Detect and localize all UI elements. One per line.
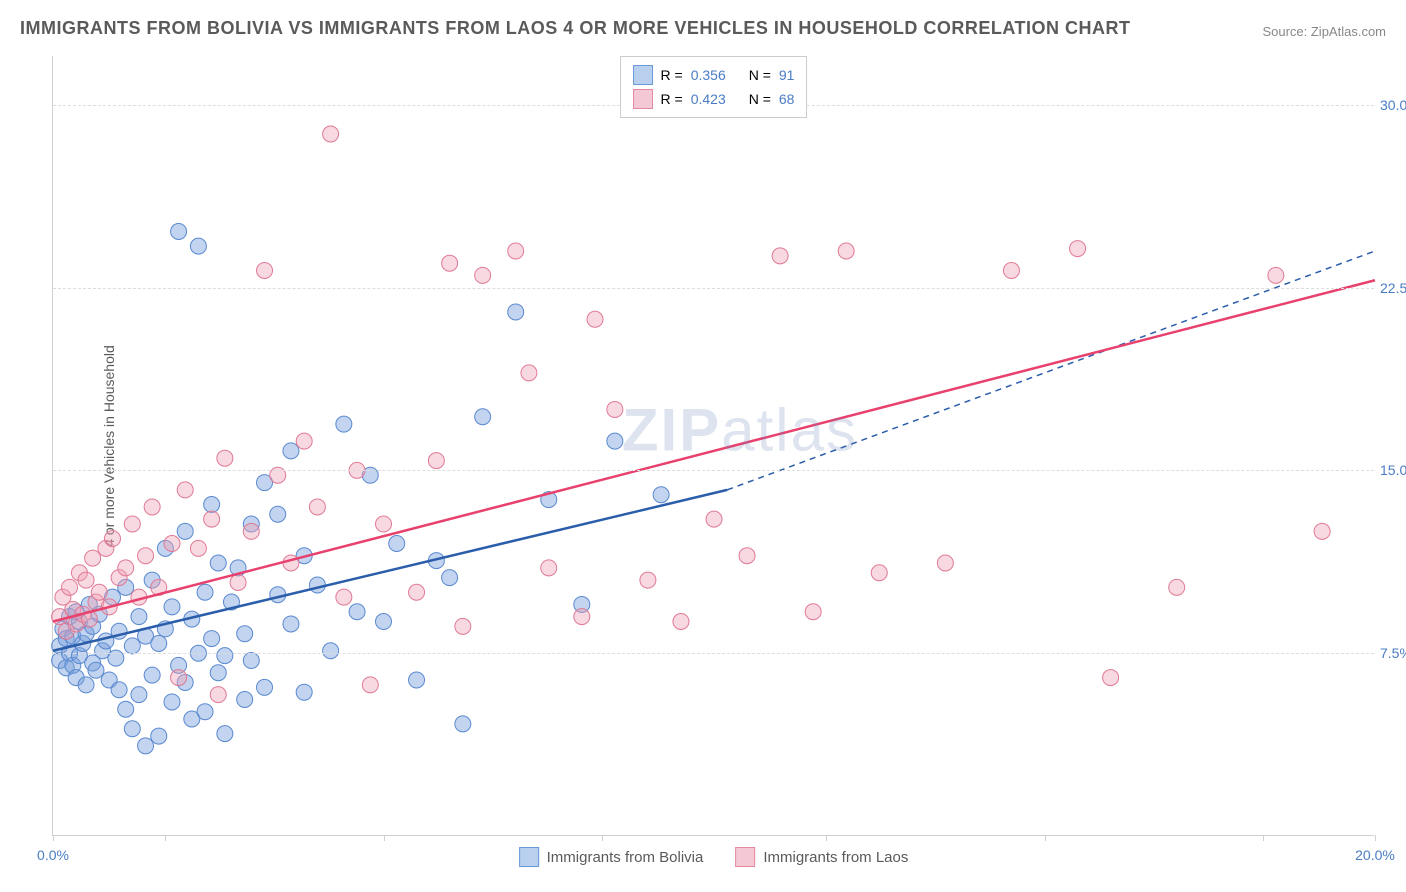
y-tick-label: 7.5% <box>1380 645 1406 661</box>
swatch-laos-bottom <box>735 847 755 867</box>
correlation-legend: R = 0.356 N = 91 R = 0.423 N = 68 <box>620 56 808 118</box>
legend-item-bolivia: Immigrants from Bolivia <box>519 847 704 867</box>
legend-item-laos: Immigrants from Laos <box>735 847 908 867</box>
x-tick-label: 20.0% <box>1355 847 1395 863</box>
regression-layer <box>53 56 1374 835</box>
swatch-bolivia <box>633 65 653 85</box>
legend-row-laos: R = 0.423 N = 68 <box>633 87 795 111</box>
n-value-laos: 68 <box>779 91 795 107</box>
n-label: N = <box>749 91 771 107</box>
r-label: R = <box>661 91 683 107</box>
source-label: Source: ZipAtlas.com <box>1262 24 1386 39</box>
r-value-bolivia: 0.356 <box>691 67 741 83</box>
series-name-bolivia: Immigrants from Bolivia <box>547 849 704 866</box>
y-tick-label: 15.0% <box>1380 462 1406 478</box>
legend-row-bolivia: R = 0.356 N = 91 <box>633 63 795 87</box>
r-value-laos: 0.423 <box>691 91 741 107</box>
swatch-laos <box>633 89 653 109</box>
series-name-laos: Immigrants from Laos <box>763 849 908 866</box>
y-tick-label: 22.5% <box>1380 280 1406 296</box>
series-legend: Immigrants from Bolivia Immigrants from … <box>519 847 909 867</box>
n-label: N = <box>749 67 771 83</box>
swatch-bolivia-bottom <box>519 847 539 867</box>
plot-area: R = 0.356 N = 91 R = 0.423 N = 68 ZIPatl… <box>52 56 1374 836</box>
r-label: R = <box>661 67 683 83</box>
y-tick-label: 30.0% <box>1380 97 1406 113</box>
n-value-bolivia: 91 <box>779 67 795 83</box>
x-tick-label: 0.0% <box>37 847 69 863</box>
chart-title: IMMIGRANTS FROM BOLIVIA VS IMMIGRANTS FR… <box>20 18 1131 39</box>
